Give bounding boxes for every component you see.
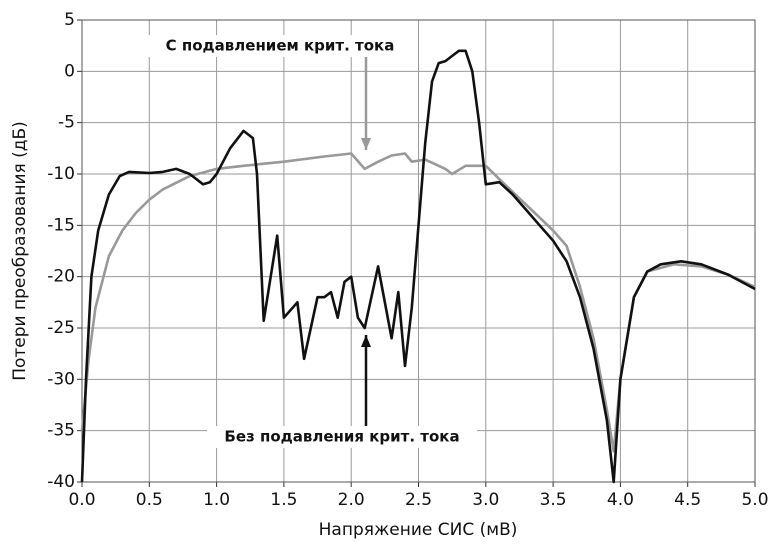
x-tick-label: 3.5 — [540, 490, 567, 510]
x-tick-label: 1.0 — [203, 490, 230, 510]
x-tick-label: 2.5 — [405, 490, 432, 510]
annotation-bg — [207, 426, 477, 448]
y-tick-label: 5 — [64, 10, 75, 30]
y-tick-label: -35 — [47, 421, 75, 441]
x-tick-label: 2.0 — [338, 490, 365, 510]
y-axis-label: Потери преобразования (дБ) — [10, 121, 30, 381]
x-tick-label: 4.5 — [674, 490, 701, 510]
y-tick-label: -40 — [47, 472, 75, 492]
plot-frame — [81, 19, 756, 483]
x-axis-label: Напряжение СИС (мВ) — [319, 520, 518, 540]
annotation-bg — [145, 35, 415, 57]
y-tick-label: 0 — [64, 61, 75, 81]
y-tick-label: -15 — [47, 215, 75, 235]
annotation-arrowhead — [361, 138, 371, 150]
y-tick-label: -5 — [58, 113, 75, 133]
y-tick-label: -25 — [47, 318, 75, 338]
annotation-arrowhead — [361, 335, 371, 347]
x-tick-label: 4.0 — [607, 490, 634, 510]
x-tick-label: 3.0 — [472, 490, 499, 510]
x-tick-label: 0.5 — [136, 490, 163, 510]
series-line — [80, 49, 756, 484]
y-tick-label: -30 — [47, 369, 75, 389]
x-tick-label: 0.0 — [68, 490, 95, 510]
y-tick-label: -10 — [47, 164, 75, 184]
x-tick-label: 5.0 — [741, 490, 768, 510]
y-tick-label: -20 — [47, 267, 75, 287]
x-tick-label: 1.5 — [270, 490, 297, 510]
annotation: Без подавления крит. тока — [224, 428, 459, 446]
annotation: С подавлением крит. тока — [166, 37, 395, 55]
